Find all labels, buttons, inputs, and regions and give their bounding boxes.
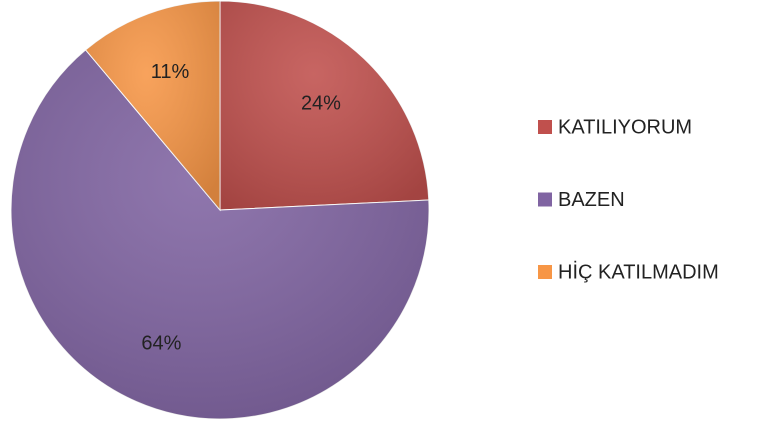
legend-label: HİÇ KATILMADIM — [558, 260, 719, 283]
legend-label: BAZEN — [558, 189, 625, 211]
data-label: 11% — [151, 61, 190, 83]
legend-swatch — [538, 265, 552, 279]
legend-swatch — [538, 192, 552, 207]
data-label: 24% — [301, 92, 341, 114]
legend-swatch — [538, 120, 552, 134]
legend-label: KATILIYORUM — [558, 116, 692, 138]
data-label: 64% — [141, 332, 181, 354]
